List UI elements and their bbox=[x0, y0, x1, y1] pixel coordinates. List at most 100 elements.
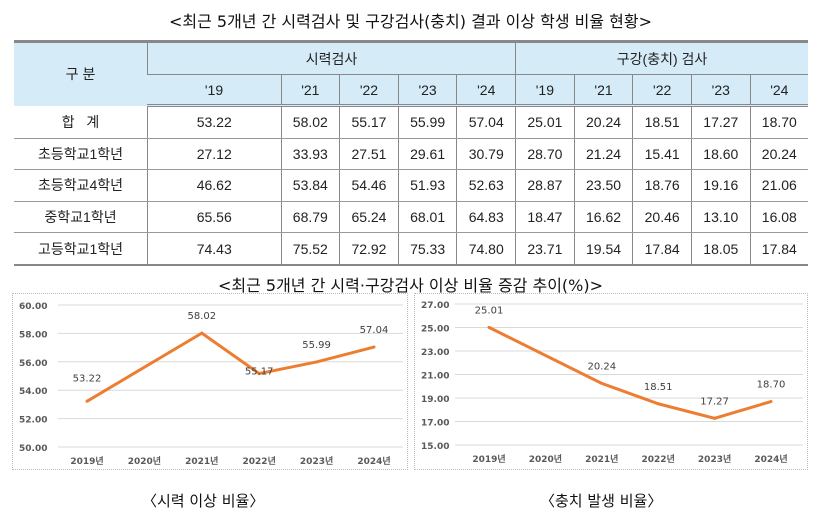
data-label: 55.17 bbox=[245, 367, 274, 378]
vision-value-cell: 46.62 bbox=[147, 169, 281, 202]
dental-value-cell: 25.01 bbox=[515, 105, 575, 139]
data-point bbox=[713, 416, 717, 420]
vision-value-cell: 30.79 bbox=[456, 138, 516, 171]
vision-year-header: '22 bbox=[339, 74, 399, 107]
vision-value-cell: 72.92 bbox=[339, 232, 399, 266]
x-tick-label: 2024년 bbox=[357, 455, 390, 467]
data-label: 20.24 bbox=[587, 361, 616, 372]
dental-year-header: '19 bbox=[515, 74, 575, 107]
x-tick-label: 2023년 bbox=[300, 455, 333, 467]
row-label: 초등학교1학년 bbox=[14, 138, 148, 171]
dental-year-header: '23 bbox=[690, 74, 751, 107]
dental-chart-panel: 15.00 17.00 19.00 21.00 23.00 25.00 27.00 2019년… bbox=[414, 293, 808, 470]
vision-chart-panel: 50.00 52.00 54.00 56.00 58.00 60.00 2019년 2020년… bbox=[12, 293, 408, 470]
vision-value-cell: 29.61 bbox=[397, 138, 457, 171]
corner-header: 구 분 bbox=[14, 40, 148, 106]
data-point bbox=[769, 400, 773, 404]
data-label: 57.04 bbox=[360, 325, 389, 336]
row-label: 합 계 bbox=[14, 105, 148, 139]
vision-line-chart: 50.00 52.00 54.00 56.00 58.00 60.00 2019년 2020년… bbox=[19, 302, 403, 467]
dental-value-cell: 17.84 bbox=[749, 232, 808, 266]
y-tick-label: 25.00 bbox=[421, 325, 449, 335]
dental-value-cell: 28.87 bbox=[515, 169, 575, 202]
vision-chart-caption: 〈시력 이상 비율〉 bbox=[142, 492, 265, 510]
dental-value-cell: 17.84 bbox=[632, 232, 692, 266]
dental-value-cell: 18.05 bbox=[690, 232, 751, 266]
x-tick-label: 2024년 bbox=[754, 453, 787, 465]
dental-value-cell: 13.10 bbox=[690, 201, 751, 234]
data-point bbox=[372, 345, 376, 349]
vision-value-cell: 51.93 bbox=[397, 169, 457, 202]
row-label: 중학교1학년 bbox=[14, 201, 148, 234]
data-label: 25.01 bbox=[475, 305, 504, 316]
dental-value-cell: 23.71 bbox=[515, 232, 575, 266]
dental-value-cell: 20.46 bbox=[632, 201, 692, 234]
x-tick-label: 2019년 bbox=[472, 453, 505, 465]
dental-value-cell: 18.47 bbox=[515, 201, 575, 234]
data-label: 18.51 bbox=[644, 382, 673, 393]
data-series-line bbox=[86, 331, 375, 403]
vision-group-header: 시력검사 bbox=[146, 40, 516, 75]
data-label: 53.22 bbox=[73, 373, 102, 384]
dental-value-cell: 19.16 bbox=[690, 169, 751, 202]
x-tick-label: 2021년 bbox=[185, 455, 218, 467]
y-tick-label: 52.00 bbox=[19, 416, 47, 426]
data-label: 55.99 bbox=[302, 340, 331, 351]
vision-value-cell: 55.17 bbox=[339, 105, 399, 139]
data-point bbox=[487, 325, 491, 329]
vision-value-cell: 74.43 bbox=[147, 232, 281, 266]
data-label: 58.02 bbox=[187, 311, 216, 322]
vision-value-cell: 75.33 bbox=[397, 232, 457, 266]
vision-year-header: '24 bbox=[456, 74, 516, 107]
dental-value-cell: 20.24 bbox=[573, 105, 633, 139]
x-tick-label: 2023년 bbox=[698, 453, 731, 465]
data-point bbox=[257, 372, 261, 376]
dental-value-cell: 16.08 bbox=[749, 201, 808, 234]
table-row: 초등학교1학년 27.12 33.93 27.51 29.61 30.79 28.70 21.… bbox=[14, 138, 808, 171]
x-tick-label: 2020년 bbox=[128, 455, 161, 467]
table-row: 초등학교4학년 46.62 53.84 54.46 51.93 52.63 28.87 23.… bbox=[14, 169, 808, 202]
vision-value-cell: 65.24 bbox=[339, 201, 399, 234]
y-tick-label: 17.00 bbox=[421, 419, 449, 429]
vision-value-cell: 74.80 bbox=[456, 232, 516, 266]
y-tick-label: 54.00 bbox=[19, 387, 47, 397]
vision-value-cell: 53.22 bbox=[147, 105, 281, 139]
vision-value-cell: 68.79 bbox=[280, 201, 340, 234]
chart-section-title: <최근 5개년 간 시력·구강검사 이상 비율 증감 추이(%)> bbox=[217, 276, 604, 295]
row-label: 초등학교4학년 bbox=[14, 169, 148, 202]
vision-year-header: '23 bbox=[397, 74, 457, 107]
data-point bbox=[85, 399, 89, 403]
y-tick-label: 60.00 bbox=[19, 302, 47, 312]
vision-value-cell: 53.84 bbox=[280, 169, 340, 202]
vision-value-cell: 33.93 bbox=[280, 138, 340, 171]
vision-value-cell: 27.51 bbox=[339, 138, 399, 171]
dental-year-header: '24 bbox=[749, 74, 808, 107]
y-tick-label: 21.00 bbox=[421, 372, 449, 382]
dental-year-header: '22 bbox=[632, 74, 692, 107]
vision-value-cell: 54.46 bbox=[339, 169, 399, 202]
x-tick-label: 2019년 bbox=[70, 455, 103, 467]
page-title: <최근 5개년 간 시력검사 및 구강검사(충치) 결과 이상 학생 비율 현황… bbox=[168, 12, 653, 31]
table-row: 합 계 53.22 58.02 55.17 55.99 57.04 25.01 20.24 18… bbox=[14, 105, 808, 139]
x-tick-label: 2022년 bbox=[243, 455, 276, 467]
vision-value-cell: 58.02 bbox=[280, 105, 340, 139]
y-tick-label: 50.00 bbox=[19, 444, 47, 454]
dental-group-header: 구강(충치) 검사 bbox=[515, 40, 808, 75]
dental-value-cell: 23.50 bbox=[573, 169, 633, 202]
dental-value-cell: 20.24 bbox=[749, 138, 808, 171]
dental-value-cell: 18.60 bbox=[690, 138, 751, 171]
y-tick-label: 23.00 bbox=[421, 348, 449, 358]
data-label: 18.70 bbox=[757, 380, 786, 391]
x-tick-label: 2021년 bbox=[585, 453, 618, 465]
dental-value-cell: 16.62 bbox=[573, 201, 633, 234]
vision-value-cell: 55.99 bbox=[397, 105, 457, 139]
data-point bbox=[656, 402, 660, 406]
vision-value-cell: 75.52 bbox=[280, 232, 340, 266]
dental-value-cell: 19.54 bbox=[573, 232, 633, 266]
vision-value-cell: 52.63 bbox=[456, 169, 516, 202]
dental-value-cell: 18.70 bbox=[749, 105, 808, 139]
y-tick-label: 19.00 bbox=[421, 395, 449, 405]
y-tick-label: 56.00 bbox=[19, 359, 47, 369]
dental-value-cell: 18.76 bbox=[632, 169, 692, 202]
y-tick-label: 27.00 bbox=[421, 301, 449, 311]
